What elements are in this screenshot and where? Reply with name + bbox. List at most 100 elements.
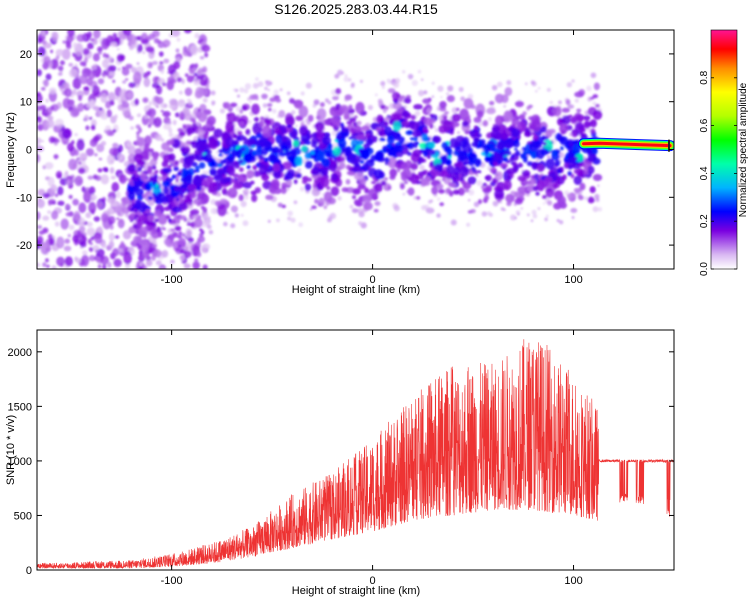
spectrogram-blob bbox=[357, 183, 366, 190]
spectrogram-noise bbox=[500, 207, 505, 211]
spectrogram-blob bbox=[326, 185, 331, 191]
spectrogram-noise bbox=[54, 221, 60, 227]
spectrogram-blob bbox=[475, 160, 481, 165]
spectrogram-noise bbox=[76, 104, 82, 109]
spectrogram-blob bbox=[227, 187, 238, 199]
spectrogram-noise bbox=[503, 105, 506, 108]
spectrogram-blob bbox=[532, 134, 539, 141]
spectrogram-blob bbox=[567, 157, 574, 164]
spectrogram-noise bbox=[510, 214, 517, 221]
spectrogram-blob bbox=[485, 174, 492, 182]
spectrogram-blob bbox=[473, 116, 482, 124]
spectrogram-blob bbox=[219, 198, 228, 205]
spectrogram-blob bbox=[177, 235, 182, 239]
spectrogram-noise bbox=[487, 117, 492, 122]
spectrogram-noise bbox=[182, 124, 187, 129]
spectrogram-blob bbox=[424, 117, 432, 126]
spectrogram-blob bbox=[161, 142, 170, 151]
spectrogram-blob bbox=[315, 130, 325, 138]
spectrogram-noise bbox=[45, 107, 53, 116]
spectrogram-blob bbox=[351, 208, 359, 214]
spectrogram-noise bbox=[37, 145, 45, 152]
spectrogram-blob bbox=[316, 108, 327, 120]
spectrogram-noise bbox=[163, 58, 170, 64]
spectrogram-noise bbox=[334, 73, 340, 79]
spectrogram-y-ticks: 20 10 0 -10 -20 bbox=[16, 49, 674, 252]
spectrogram-blob bbox=[293, 140, 300, 147]
spectrogram-noise bbox=[156, 96, 164, 105]
spectrogram-blob bbox=[406, 142, 412, 148]
spectrogram-noise bbox=[136, 62, 140, 65]
spectrogram-blob bbox=[329, 163, 337, 172]
spectrogram-blob bbox=[578, 162, 585, 167]
spectrogram-noise bbox=[132, 71, 142, 85]
spectrogram-noise bbox=[110, 175, 116, 180]
spectrogram-noise bbox=[192, 261, 200, 269]
spectrogram-blob bbox=[184, 152, 189, 155]
spectrogram-blob bbox=[284, 172, 294, 181]
spectrogram-blob bbox=[267, 107, 272, 112]
spectrogram-noise bbox=[128, 33, 137, 46]
spectrogram-noise bbox=[88, 255, 96, 262]
spectrogram-blob bbox=[135, 173, 140, 178]
spectrogram-blob bbox=[263, 141, 271, 148]
spectrogram-blob bbox=[336, 156, 346, 163]
spectrogram-noise bbox=[155, 105, 159, 108]
spectrogram-noise bbox=[176, 37, 181, 42]
spectrogram-blob bbox=[239, 159, 244, 164]
spectrogram-blob bbox=[261, 93, 268, 100]
spectrogram-noise bbox=[243, 195, 249, 201]
spectrogram-blob bbox=[206, 176, 215, 182]
spectrogram-blob bbox=[514, 150, 521, 157]
spectrogram-noise bbox=[196, 240, 201, 247]
spectrogram-blob bbox=[195, 170, 200, 173]
spectrogram-blob bbox=[441, 141, 449, 150]
spectrogram-blob bbox=[524, 131, 532, 137]
spectrogram-blob bbox=[186, 140, 191, 145]
spectrogram-blob bbox=[386, 144, 392, 149]
spectrogram-blob bbox=[136, 137, 145, 147]
spectrogram-noise bbox=[72, 42, 77, 49]
spectrogram-noise bbox=[394, 77, 401, 84]
spectrogram-noise bbox=[468, 189, 475, 196]
spectrogram-noise bbox=[358, 221, 363, 226]
spectrogram-noise bbox=[492, 200, 499, 207]
spectrogram-blob bbox=[287, 155, 295, 163]
y-tick-label: 1000 bbox=[8, 456, 32, 468]
spectrogram-noise bbox=[59, 60, 65, 66]
ridge-band-edge bbox=[667, 139, 670, 152]
spectrogram-noise bbox=[440, 96, 443, 99]
spectrogram-blob bbox=[323, 191, 333, 203]
spectrogram-noise bbox=[117, 99, 122, 105]
spectrogram-blob bbox=[438, 189, 445, 194]
spectrogram-blob bbox=[242, 136, 247, 141]
ridge-band bbox=[582, 141, 672, 148]
spectrogram-blob bbox=[270, 179, 280, 191]
spectrogram-noise bbox=[558, 220, 564, 225]
spectrogram-blob bbox=[139, 240, 150, 252]
spectrogram-blob bbox=[517, 175, 526, 182]
spectrogram-blob bbox=[295, 173, 302, 179]
spectrogram-blob bbox=[175, 197, 180, 202]
spectrogram-noise bbox=[204, 52, 209, 58]
spectrogram-noise bbox=[117, 153, 123, 161]
spectrogram-noise bbox=[94, 153, 98, 157]
spectrogram-blob bbox=[161, 196, 168, 204]
spectrogram-noise bbox=[298, 222, 304, 228]
spectrogram-blob bbox=[505, 150, 512, 156]
spectrogram-blob bbox=[221, 188, 228, 195]
spectrogram-blob bbox=[570, 116, 578, 123]
spectrogram-blob bbox=[277, 202, 283, 208]
spectrogram-blob bbox=[422, 129, 429, 134]
spectrogram-noise bbox=[83, 57, 88, 64]
spectrogram-noise bbox=[87, 175, 94, 180]
spectrogram-noise bbox=[473, 201, 480, 208]
spectrogram-blob bbox=[189, 214, 194, 218]
spectrogram-noise bbox=[179, 248, 187, 255]
spectrogram-noise bbox=[82, 48, 90, 55]
spectrogram-noise bbox=[571, 216, 575, 220]
spectrogram-blob bbox=[198, 161, 206, 169]
spectrogram-blob bbox=[151, 244, 158, 248]
spectrogram-noise bbox=[62, 40, 67, 44]
colorbar-label: Normalized spectral amplitude bbox=[738, 82, 749, 217]
